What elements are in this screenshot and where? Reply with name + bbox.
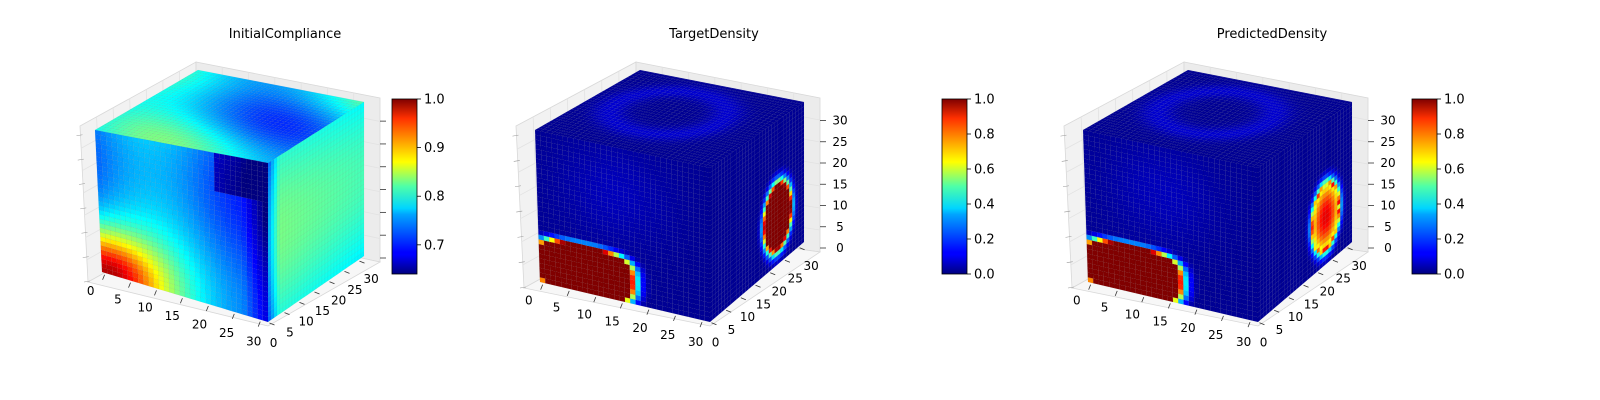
front-face-voxel (551, 133, 558, 140)
front-face-voxel (616, 147, 623, 155)
front-face-voxel (562, 135, 569, 143)
front-face-voxel (154, 141, 161, 148)
y-tick-label: 5 (286, 325, 294, 339)
front-face-voxel (110, 132, 118, 139)
front-face-voxel (165, 143, 172, 150)
front-face-voxel (594, 142, 601, 150)
front-face-voxel (578, 139, 585, 146)
front-face-voxel (556, 134, 563, 141)
front-face-voxel (240, 157, 247, 165)
front-face-voxel (666, 158, 673, 165)
front-face-voxel (534, 129, 541, 137)
front-face-voxel (246, 158, 253, 166)
front-face-voxel (105, 131, 112, 138)
front-face-voxel (600, 144, 607, 151)
front-face-voxel (186, 147, 193, 154)
front-face-voxel (208, 151, 215, 158)
x-tick-label: 15 (165, 309, 180, 323)
front-face-voxel (545, 132, 552, 139)
front-face-voxel (175, 145, 182, 152)
x-tick-label: 30 (246, 335, 261, 349)
y-tick-label: 20 (331, 293, 346, 307)
colorbar-tick-label: 1.0 (424, 93, 445, 108)
colorbar-gradient (391, 98, 418, 275)
front-face-voxel (138, 138, 145, 145)
y-tick-label: 0 (270, 336, 278, 350)
front-face-voxel (655, 155, 661, 163)
y-tick-label: 10 (298, 315, 313, 329)
front-face-voxel (644, 153, 651, 160)
front-face-voxel (627, 149, 634, 157)
front-face-voxel (121, 134, 128, 141)
front-face-voxel (94, 129, 101, 136)
front-face-voxel (251, 159, 258, 167)
front-face-voxel (262, 161, 269, 169)
front-face-voxel (622, 148, 629, 156)
front-face-voxel (219, 153, 226, 160)
x-tick-label: 0 (87, 284, 95, 298)
front-face-voxel (229, 155, 236, 162)
front-face-voxel (573, 138, 580, 145)
front-face-voxel (605, 145, 612, 152)
front-face-voxel (132, 136, 139, 144)
x-tick-label: 20 (192, 318, 207, 332)
front-face-voxel (611, 146, 618, 153)
y-tick-label: 15 (315, 304, 330, 318)
front-face-voxel (660, 157, 667, 164)
front-face-voxel (567, 136, 574, 144)
y-tick-label: 30 (363, 272, 378, 286)
front-face-voxel (213, 152, 220, 159)
y-tick-label: 25 (347, 283, 362, 297)
front-face-voxel (589, 141, 596, 149)
front-face-voxel (116, 133, 123, 140)
front-face-voxel (224, 154, 231, 161)
colorbar: 0.7 0.8 0.9 1.0 (391, 93, 445, 275)
front-face-voxel (202, 150, 209, 157)
front-face-voxel (540, 130, 547, 138)
colorbar-tick-label: 0.7 (424, 238, 445, 253)
colorbar-tick-label: 0.9 (424, 141, 445, 156)
front-face-voxel (159, 142, 166, 149)
front-face-voxel (649, 154, 656, 162)
colorbar-tick-label: 0.8 (424, 190, 445, 205)
front-face-voxel (583, 140, 591, 147)
front-face-voxel (148, 140, 155, 147)
subplot-title: InitialCompliance (229, 27, 342, 42)
x-tick-label: 25 (219, 326, 234, 340)
front-face-voxel (197, 149, 204, 156)
front-face-voxel (143, 139, 150, 146)
front-face-voxel (100, 130, 107, 137)
front-face-voxel (235, 156, 242, 163)
front-face-voxel (181, 146, 188, 153)
x-tick-label: 5 (114, 292, 122, 306)
front-face-voxel (633, 151, 640, 158)
front-face-voxel (127, 135, 134, 143)
front-face-voxel (192, 148, 199, 155)
front-face-voxel (170, 144, 177, 151)
front-face-voxel (257, 160, 263, 168)
x-tick-label: 10 (137, 301, 152, 315)
front-face-voxel (638, 152, 645, 159)
